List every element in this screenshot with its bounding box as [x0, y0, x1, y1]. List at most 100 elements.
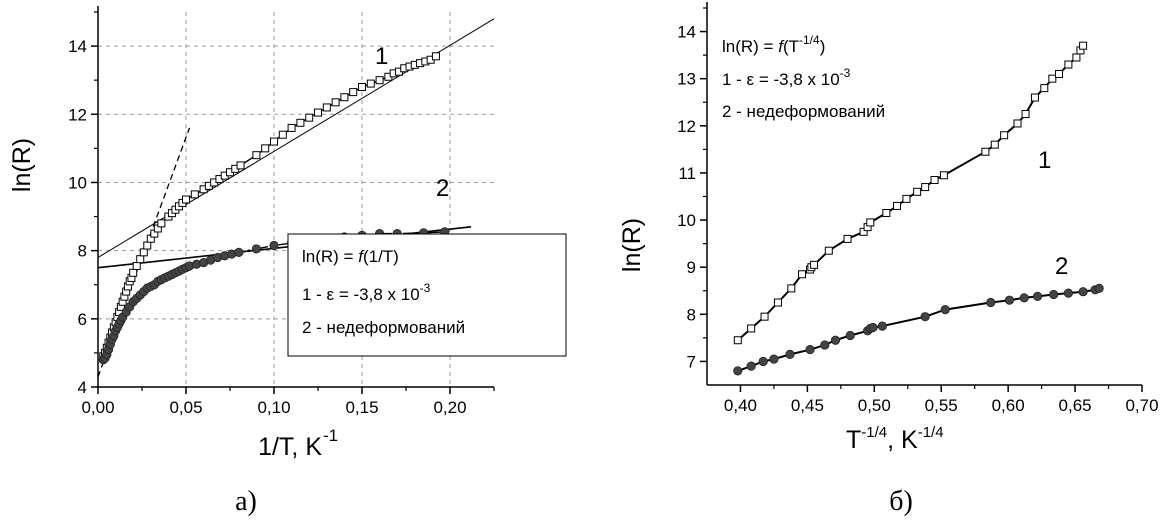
data-point	[824, 246, 833, 255]
data-point	[986, 297, 996, 308]
data-point	[746, 361, 756, 371]
panel-b-series-2	[733, 283, 1104, 376]
data-point	[1013, 119, 1022, 128]
data-point	[805, 345, 815, 355]
data-point	[866, 218, 875, 227]
data-point	[1064, 60, 1073, 69]
data-point	[182, 195, 190, 204]
data-point	[190, 190, 199, 199]
panel-b-trend-curves	[737, 45, 1100, 372]
data-point	[877, 321, 887, 331]
data-point	[139, 248, 148, 257]
data-point	[331, 98, 340, 107]
trend-curve-2	[737, 287, 1100, 372]
data-point	[287, 123, 296, 132]
data-point	[845, 330, 855, 341]
data-point	[1004, 295, 1015, 305]
panel-b-legend-title: ln(R) = f(T-1/4)	[722, 33, 825, 56]
x-tick-label: 0,70	[1125, 396, 1158, 415]
data-point	[760, 312, 769, 321]
panel-a-y-tick-labels: 4 6 8 10 12 14	[68, 37, 87, 397]
panel-b-legend-entry-2: 2 - недеформований	[722, 102, 885, 121]
data-point	[1021, 110, 1030, 119]
data-point	[278, 130, 287, 139]
panel-a-x-axis-label: 1/T, K	[258, 433, 322, 461]
panel-b-chart: 0,40 0,45 0,50 0,55 0,60 0,65 0,70 78910111213…	[618, 2, 1159, 517]
panel-a-x-axis-label-exponent: -1	[323, 426, 338, 445]
y-tick-label: 12	[677, 117, 696, 136]
data-point	[981, 147, 990, 156]
data-point	[1094, 283, 1104, 293]
panel-b-x-tick-labels: 0,40 0,45 0,50 0,55 0,60 0,65 0,70	[724, 396, 1159, 415]
data-point	[261, 144, 270, 153]
panel-b-x-axis-label: T-1/4, K-1/4	[846, 424, 944, 454]
panel-a-legend-title: ln(R) = f(1/T)	[302, 247, 399, 266]
panel-b-series-1	[733, 41, 1088, 345]
data-point	[1078, 287, 1088, 297]
data-point	[1048, 74, 1057, 83]
data-point	[859, 227, 868, 236]
x-tick-label: 0,20	[433, 398, 466, 417]
data-point	[920, 312, 930, 322]
y-tick-label: 10	[68, 173, 87, 192]
y-tick-label: 12	[68, 105, 87, 124]
y-tick-label: 4	[78, 378, 87, 397]
data-point	[236, 161, 245, 170]
x-tick-label: 0,05	[169, 398, 202, 417]
data-point	[314, 108, 322, 117]
y-tick-label: 8	[687, 305, 696, 324]
data-point	[270, 137, 278, 146]
panel-b-caption: б)	[889, 486, 913, 517]
data-point	[143, 241, 152, 250]
panel-b-y-tick-labels: 7 8 9 10 11 12 13 14	[677, 23, 696, 372]
panel-a-legend-entry-2: 2 - недеформований	[302, 318, 465, 337]
data-point	[269, 240, 279, 251]
data-point	[868, 322, 878, 333]
data-point	[375, 76, 384, 85]
panel-b-curve-label-1: 1	[1038, 147, 1051, 174]
panel-a-x-tick-labels: 0,00 0,05 0,10 0,15 0,20	[81, 398, 466, 417]
data-point	[1055, 69, 1064, 78]
panel-b-axes	[700, 2, 1143, 392]
x-tick-label: 0,60	[992, 396, 1025, 415]
y-tick-label: 7	[687, 352, 696, 371]
data-point	[157, 219, 166, 228]
data-point	[305, 113, 314, 122]
y-tick-label: 8	[78, 242, 87, 261]
panel-a-curve-label-1: 1	[375, 43, 388, 70]
data-point	[893, 201, 902, 210]
data-point	[366, 79, 375, 88]
data-point	[251, 244, 261, 254]
x-tick-label: 0,15	[345, 398, 378, 417]
data-point	[132, 261, 141, 270]
y-tick-label: 11	[678, 164, 696, 183]
panel-b-y-axis-label: ln(R)	[618, 218, 646, 272]
data-point	[921, 183, 930, 192]
data-point	[252, 151, 261, 160]
data-point	[787, 284, 796, 293]
data-point	[1019, 293, 1029, 303]
x-tick-label: 0,65	[1059, 396, 1092, 415]
data-point	[939, 171, 948, 180]
data-point	[1033, 291, 1043, 302]
panel-b-legend: ln(R) = f(T-1/4) 1 - ε = -3,8 x 10-3 2 -…	[722, 33, 885, 121]
data-point	[431, 52, 440, 61]
y-tick-label: 6	[78, 310, 87, 329]
data-point	[340, 93, 349, 102]
data-point	[747, 324, 756, 333]
data-point	[773, 298, 782, 307]
data-point	[1072, 53, 1081, 62]
data-point	[1040, 84, 1049, 93]
data-point	[785, 349, 795, 359]
data-point	[820, 340, 830, 350]
y-tick-label: 13	[677, 70, 696, 89]
data-point	[1063, 288, 1073, 298]
data-point	[769, 354, 779, 364]
trend-curve-1	[737, 45, 1084, 341]
data-point	[136, 255, 145, 264]
data-point	[129, 268, 138, 277]
data-point	[913, 187, 922, 196]
x-tick-label: 0,10	[257, 398, 290, 417]
